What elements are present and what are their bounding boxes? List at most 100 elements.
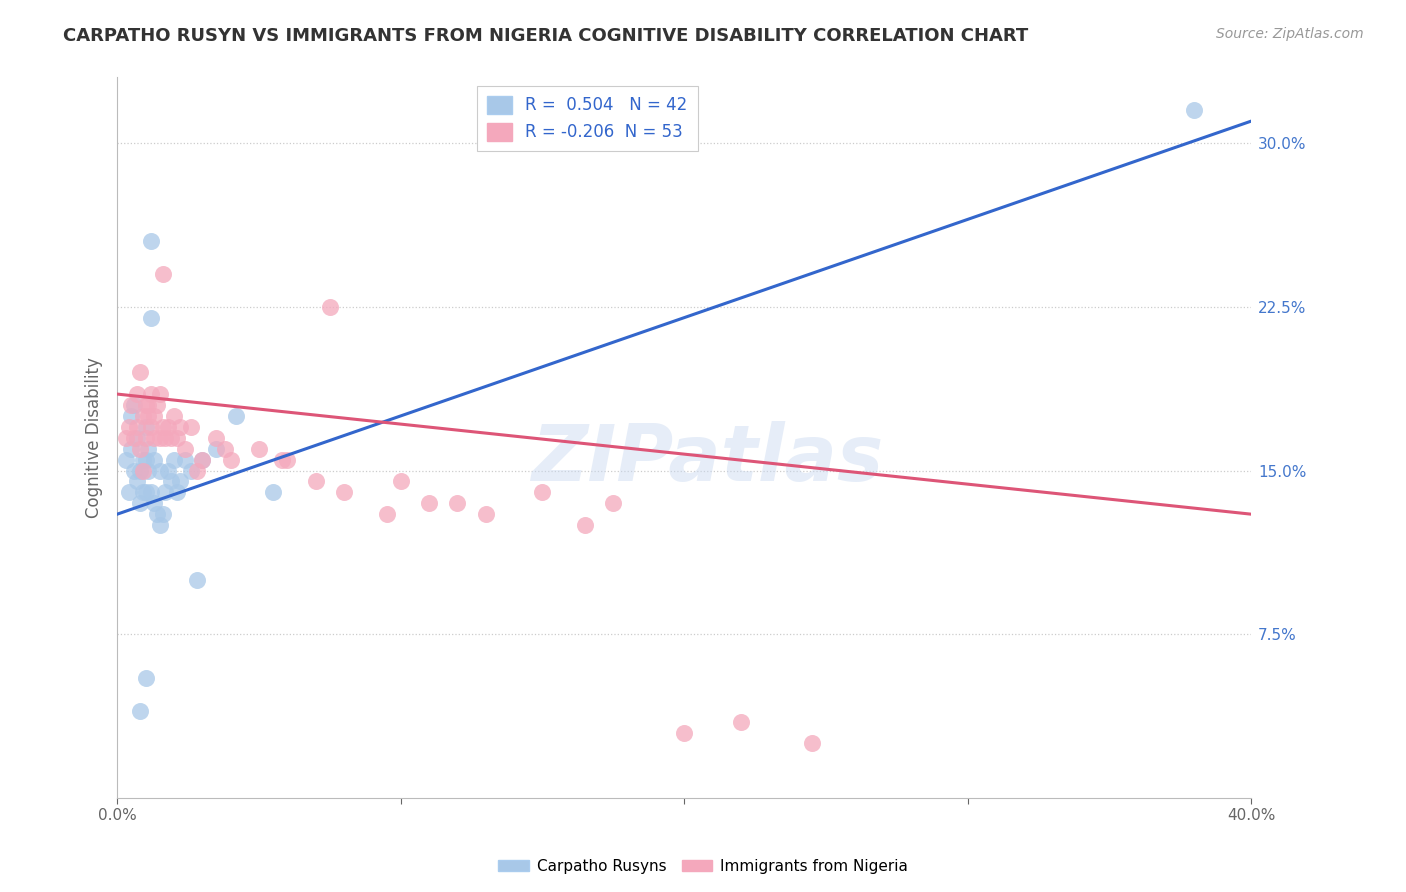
Point — [128, 365, 150, 379]
Point — [169, 420, 191, 434]
Point — [214, 442, 236, 456]
Point — [135, 398, 157, 412]
Point — [120, 398, 142, 412]
Point — [270, 452, 292, 467]
Point — [319, 300, 342, 314]
Point — [141, 234, 163, 248]
Point — [117, 485, 139, 500]
Point — [128, 463, 150, 477]
Point — [157, 463, 180, 477]
Point — [157, 420, 180, 434]
Point — [673, 725, 696, 739]
Point — [149, 387, 172, 401]
Legend: Carpatho Rusyns, Immigrants from Nigeria: Carpatho Rusyns, Immigrants from Nigeria — [492, 853, 914, 880]
Point — [247, 442, 270, 456]
Point — [225, 409, 247, 423]
Point — [138, 442, 160, 456]
Point — [186, 463, 208, 477]
Point — [191, 452, 214, 467]
Point — [474, 507, 496, 521]
Point — [122, 463, 145, 477]
Text: ZIPatlas: ZIPatlas — [530, 421, 883, 498]
Point — [219, 452, 242, 467]
Point — [205, 431, 228, 445]
Point — [163, 452, 186, 467]
Point — [152, 420, 174, 434]
Point — [114, 452, 136, 467]
Point — [128, 496, 150, 510]
Point — [180, 420, 202, 434]
Point — [191, 452, 214, 467]
Point — [304, 475, 326, 489]
Point — [375, 507, 398, 521]
Point — [128, 704, 150, 718]
Point — [152, 507, 174, 521]
Point — [602, 496, 624, 510]
Point — [418, 496, 440, 510]
Point — [205, 442, 228, 456]
Point — [138, 409, 160, 423]
Point — [149, 463, 172, 477]
Point — [149, 518, 172, 533]
Point — [169, 475, 191, 489]
Point — [152, 267, 174, 281]
Point — [135, 420, 157, 434]
Point — [117, 420, 139, 434]
Point — [155, 485, 177, 500]
Point — [135, 452, 157, 467]
Point — [160, 431, 183, 445]
Point — [141, 387, 163, 401]
Point — [143, 431, 166, 445]
Point — [149, 431, 172, 445]
Point — [531, 485, 554, 500]
Point — [125, 387, 148, 401]
Point — [141, 310, 163, 325]
Point — [186, 573, 208, 587]
Point — [446, 496, 468, 510]
Point — [174, 452, 197, 467]
Point — [135, 431, 157, 445]
Point — [146, 507, 169, 521]
Point — [143, 409, 166, 423]
Point — [122, 398, 145, 412]
Point — [131, 409, 153, 423]
Point — [138, 463, 160, 477]
Point — [114, 431, 136, 445]
Point — [155, 431, 177, 445]
Legend: R =  0.504   N = 42, R = -0.206  N = 53: R = 0.504 N = 42, R = -0.206 N = 53 — [477, 86, 697, 152]
Point — [333, 485, 356, 500]
Point — [180, 463, 202, 477]
Point — [166, 485, 188, 500]
Point — [125, 431, 148, 445]
Point — [389, 475, 412, 489]
Point — [1184, 103, 1206, 118]
Point — [125, 420, 148, 434]
Point — [800, 736, 823, 750]
Point — [128, 442, 150, 456]
Point — [135, 671, 157, 685]
Text: Source: ZipAtlas.com: Source: ZipAtlas.com — [1216, 27, 1364, 41]
Point — [120, 409, 142, 423]
Point — [131, 463, 153, 477]
Point — [163, 409, 186, 423]
Point — [131, 485, 153, 500]
Point — [138, 398, 160, 412]
Point — [143, 452, 166, 467]
Point — [122, 431, 145, 445]
Point — [174, 442, 197, 456]
Y-axis label: Cognitive Disability: Cognitive Disability — [86, 358, 103, 518]
Point — [141, 420, 163, 434]
Point — [146, 398, 169, 412]
Point — [574, 518, 596, 533]
Point — [125, 475, 148, 489]
Point — [160, 475, 183, 489]
Point — [262, 485, 284, 500]
Text: CARPATHO RUSYN VS IMMIGRANTS FROM NIGERIA COGNITIVE DISABILITY CORRELATION CHART: CARPATHO RUSYN VS IMMIGRANTS FROM NIGERI… — [63, 27, 1029, 45]
Point — [276, 452, 298, 467]
Point — [141, 485, 163, 500]
Point — [143, 496, 166, 510]
Point — [131, 452, 153, 467]
Point — [166, 431, 188, 445]
Point — [120, 442, 142, 456]
Point — [730, 714, 752, 729]
